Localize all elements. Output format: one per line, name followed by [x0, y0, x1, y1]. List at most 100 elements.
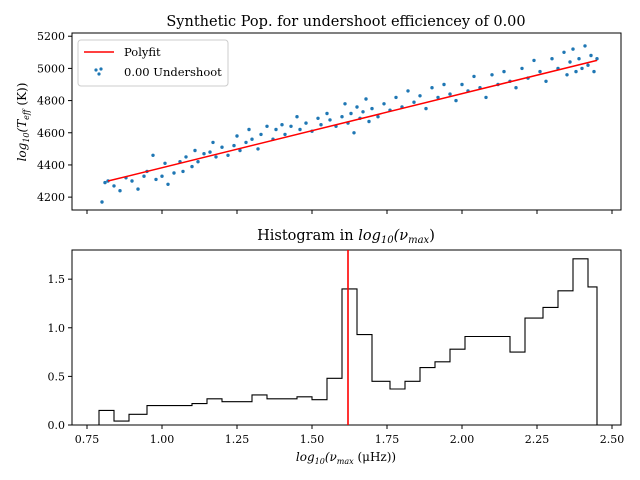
scatter-point [367, 119, 371, 124]
y-tick-label: 1.5 [48, 273, 66, 286]
y-tick-label: 4800 [37, 95, 65, 108]
scatter-point [214, 155, 218, 159]
legend: Polyfit 0.00 Undershoot [77, 39, 229, 87]
scatter-point [472, 74, 476, 79]
scatter-point [583, 44, 587, 48]
legend-scatter-swatch [94, 68, 98, 72]
scatter-point [565, 73, 569, 77]
y-tick-label: 0.5 [48, 370, 66, 383]
x-tick-label: 2.00 [450, 433, 475, 446]
scatter-point [412, 100, 416, 104]
scatter-point [280, 123, 284, 127]
scatter-point [235, 134, 239, 138]
scatter-point [454, 98, 458, 103]
legend-box [77, 39, 229, 87]
scatter-point [490, 73, 494, 77]
scatter-point [316, 116, 320, 121]
legend-scatter-label: 0.00 Undershoot [124, 65, 222, 79]
scatter-point [532, 58, 536, 63]
scatter-point [232, 143, 236, 148]
scatter-point [304, 121, 308, 125]
scatter-point [151, 153, 155, 157]
scatter-point [592, 69, 596, 74]
scatter-point [100, 200, 104, 204]
scatter-point [418, 94, 422, 98]
scatter-point [361, 110, 365, 114]
scatter-point [283, 132, 287, 137]
scatter-point [154, 177, 158, 182]
scatter-point [349, 111, 353, 116]
scatter-points [100, 44, 599, 204]
scatter-point [568, 60, 572, 64]
scatter-point [514, 86, 518, 90]
scatter-point [118, 189, 122, 193]
scatter-point [424, 106, 428, 111]
scatter-point [484, 95, 488, 100]
scatter-point [406, 89, 410, 93]
legend-polyfit-label: Polyfit [124, 45, 161, 59]
polyfit-line [107, 59, 598, 182]
scatter-point [502, 69, 506, 74]
x-tick-label: 0.75 [75, 433, 100, 446]
scatter-point [448, 92, 452, 96]
scatter-point [376, 115, 380, 119]
histogram-title: Histogram in log10(νmax) [257, 228, 435, 246]
scatter-point [160, 174, 164, 178]
scatter-point [202, 152, 206, 156]
scatter-point [289, 124, 293, 128]
y-tick-label: 1.0 [48, 322, 66, 335]
y-tick-label: 5000 [37, 62, 65, 75]
scatter-point [430, 86, 434, 90]
scatter-point [586, 63, 590, 67]
scatter-point [193, 148, 197, 153]
y-tick-label: 5200 [37, 30, 65, 43]
scatter-point [595, 57, 599, 61]
scatter-point [325, 111, 329, 116]
scatter-point [211, 140, 215, 145]
scatter-point [355, 105, 359, 109]
x-tick-label: 2.50 [600, 433, 625, 446]
scatter-point [208, 150, 212, 154]
x-tick-label: 1.50 [300, 433, 325, 446]
scatter-point [382, 102, 386, 106]
scatter-point [265, 124, 269, 128]
scatter-y-axis: 4200 4400 4600 4800 5000 5200 [37, 30, 72, 204]
scatter-point [571, 47, 575, 51]
histogram-step-path [98, 258, 598, 425]
scatter-point [112, 184, 116, 188]
scatter-point [460, 82, 464, 87]
scatter-point [274, 127, 278, 132]
x-tick-label: 1.75 [375, 433, 400, 446]
scatter-point [181, 169, 185, 174]
scatter-point [370, 106, 374, 111]
histogram-x-axis-label: log10(νmax (μHz)) [296, 450, 396, 466]
histogram-panel: Histogram in log10(νmax) 0.0 0.5 1.0 1.5 0.… [48, 228, 625, 466]
scatter-point [520, 66, 524, 71]
x-tick-label: 1.00 [150, 433, 175, 446]
scatter-point [250, 137, 254, 141]
y-tick-label: 4400 [37, 159, 65, 172]
legend-scatter-swatch [99, 67, 103, 71]
scatter-point [130, 179, 134, 183]
scatter-point [574, 69, 578, 74]
scatter-point [244, 140, 248, 145]
scatter-point [340, 115, 344, 119]
scatter-point [538, 69, 542, 74]
scatter-point [142, 174, 146, 178]
scatter-point [436, 95, 440, 100]
scatter-point [190, 164, 194, 169]
scatter-plot-area [71, 32, 622, 211]
scatter-title: Synthetic Pop. for undershoot efficience… [166, 14, 525, 30]
scatter-point [394, 95, 398, 100]
x-tick-label: 2.25 [525, 433, 550, 446]
scatter-point [163, 161, 167, 165]
y-tick-label: 4600 [37, 127, 65, 140]
scatter-x-axis [86, 210, 613, 214]
scatter-point [577, 57, 581, 61]
histogram-y-axis: 0.0 0.5 1.0 1.5 [48, 273, 72, 432]
y-tick-label: 4200 [37, 191, 65, 204]
legend-scatter-swatch [97, 72, 101, 76]
scatter-point [328, 118, 332, 122]
scatter-point [172, 171, 176, 175]
